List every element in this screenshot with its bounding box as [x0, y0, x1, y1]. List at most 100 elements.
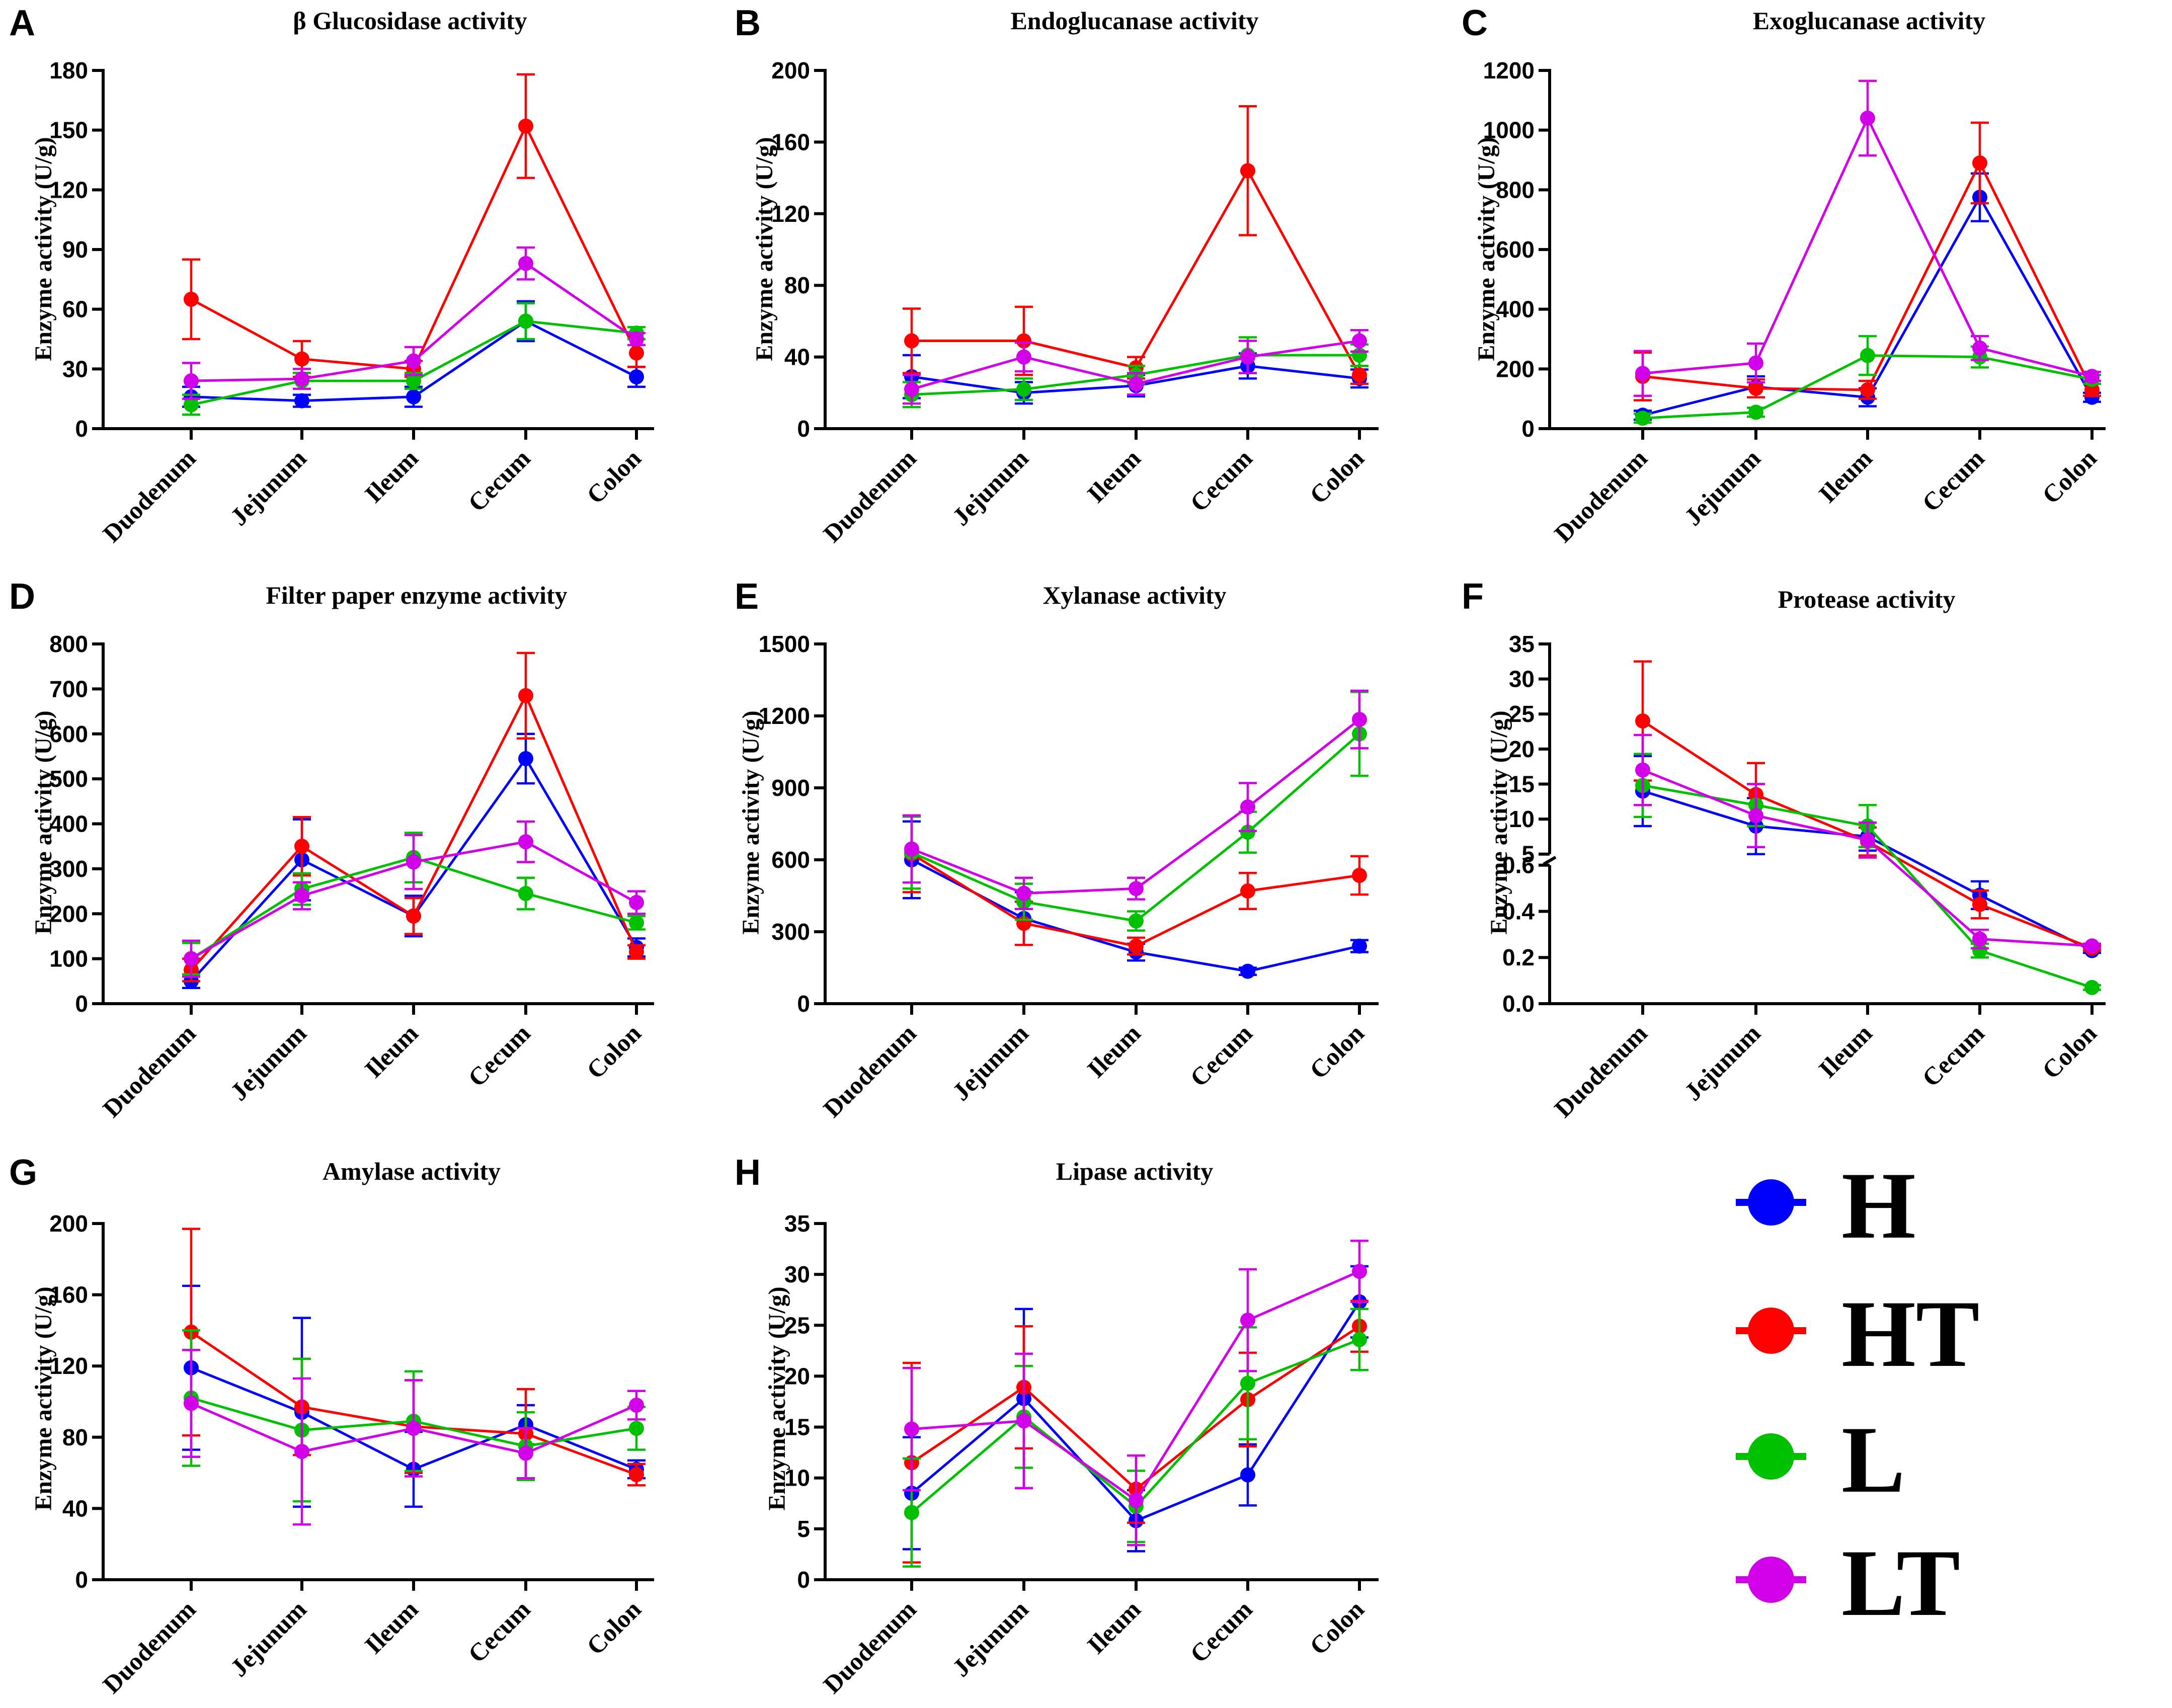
y-axis-label: Enzyme activity (U/g): [30, 710, 57, 934]
y-tick-label: 160: [49, 1282, 88, 1308]
panel-title: Endoglucanase activity: [1010, 7, 1258, 35]
panel-f-protease: F Protease activity Enzyme activity (U/g…: [1462, 577, 2106, 1123]
data-point: [1972, 340, 1987, 356]
panel-letter: B: [735, 3, 761, 43]
legend-marker: [1748, 1179, 1794, 1226]
y-tick-label: 200: [1496, 356, 1535, 382]
data-point: [1129, 881, 1144, 897]
y-tick-label: 120: [49, 1353, 88, 1379]
data-point: [629, 1467, 644, 1483]
series-l: [1634, 753, 2101, 995]
data-point: [629, 915, 644, 931]
panel-letter: D: [9, 577, 35, 617]
data-point: [406, 373, 421, 389]
panel-title: Amylase activity: [323, 1157, 501, 1185]
y-tick-label: 0.2: [1502, 944, 1535, 970]
data-point: [294, 371, 309, 387]
panel-c-exoglucanase: C Exoglucanase activity Enzyme activity …: [1462, 3, 2106, 548]
y-tick-label: 35: [1509, 631, 1535, 657]
data-point: [629, 1398, 644, 1413]
data-point: [1016, 885, 1031, 901]
panel-h-lipase: H Lipase activity Enzyme activity (U/g) …: [735, 1153, 1379, 1699]
y-tick-label: 200: [49, 901, 88, 927]
x-tick-label: Ileum: [1813, 1019, 1878, 1083]
y-tick-label: 5: [1521, 841, 1535, 867]
x-tick-label: Colon: [1304, 444, 1370, 509]
x-tick-label: Ileum: [359, 444, 424, 508]
x-tick-label: Ileum: [1082, 444, 1146, 508]
data-point: [1748, 404, 1763, 420]
y-tick-label: 900: [771, 775, 810, 801]
data-point: [1748, 808, 1763, 824]
data-point: [629, 944, 644, 960]
x-tick-label: Colon: [581, 1595, 647, 1660]
series-lt: [182, 246, 646, 400]
y-tick-label: 150: [49, 117, 88, 143]
y-tick-label: 0.0: [1502, 991, 1535, 1017]
series-lt: [1634, 79, 2101, 397]
legend-item-l: L: [1736, 1407, 1905, 1513]
y-axis-label: Enzyme activity (U/g): [751, 137, 778, 361]
y-tick-label: 10: [784, 1465, 810, 1491]
data-point: [406, 389, 421, 404]
panel-letter: C: [1462, 3, 1488, 43]
x-tick-label: Colon: [1304, 1019, 1370, 1084]
y-tick-label: 200: [49, 1210, 88, 1237]
series-lt: [903, 329, 1369, 405]
panel-letter: H: [735, 1153, 761, 1193]
data-point: [1352, 367, 1367, 383]
data-point: [1016, 349, 1031, 365]
x-tick-label: Duodenum: [1549, 1019, 1653, 1123]
y-tick-label: 600: [49, 721, 88, 747]
data-point: [1352, 1264, 1367, 1279]
data-point: [1129, 913, 1144, 929]
data-point: [629, 894, 644, 910]
x-tick-label: Jejunum: [1679, 1019, 1766, 1106]
legend-item-h: H: [1736, 1153, 1916, 1259]
series-lt: [182, 1349, 646, 1526]
data-point: [294, 888, 309, 904]
data-point: [1635, 411, 1650, 426]
y-tick-label: 30: [62, 356, 88, 382]
x-tick-label: Cecum: [1916, 444, 1990, 517]
series-lt: [182, 820, 646, 978]
x-tick-label: Duodenum: [818, 1019, 922, 1123]
panel-d-filter-paper: D Filter paper enzyme activity Enzyme ac…: [9, 577, 654, 1123]
y-tick-label: 25: [784, 1312, 810, 1338]
data-point: [1016, 381, 1031, 397]
panel-letter: E: [735, 577, 759, 617]
series-ht: [182, 73, 646, 378]
x-tick-label: Ileum: [1082, 1019, 1146, 1083]
y-tick-label: 160: [771, 129, 810, 155]
data-point: [904, 333, 919, 349]
data-point: [406, 908, 421, 924]
data-point: [1129, 376, 1144, 391]
panel-title: Xylanase activity: [1042, 581, 1226, 609]
y-axis-label: Enzyme activity (U/g): [1486, 710, 1512, 934]
panel-title: Filter paper enzyme activity: [266, 581, 567, 609]
y-tick-label: 40: [62, 1495, 88, 1521]
legend-item-lt: LT: [1736, 1530, 1960, 1636]
x-tick-label: Duodenum: [97, 1019, 201, 1123]
legend-label: L: [1841, 1407, 1905, 1513]
y-tick-label: 80: [784, 272, 810, 298]
data-point: [518, 313, 533, 329]
data-point: [629, 1421, 644, 1436]
y-tick-label: 0.4: [1502, 898, 1535, 924]
x-tick-label: Jejunum: [1679, 444, 1766, 531]
legend-label: H: [1841, 1153, 1916, 1259]
x-tick-label: Ileum: [359, 1019, 424, 1083]
data-point: [1635, 366, 1650, 381]
data-point: [904, 381, 919, 397]
data-point: [1129, 1493, 1144, 1508]
y-tick-label: 700: [49, 676, 88, 702]
data-point: [1860, 832, 1875, 848]
panel-title: Protease activity: [1778, 585, 1955, 613]
y-tick-label: 25: [1509, 701, 1535, 727]
x-tick-label: Duodenum: [1549, 444, 1653, 548]
y-tick-label: 0: [1521, 416, 1535, 442]
y-tick-label: 20: [1509, 736, 1535, 762]
x-tick-label: Jejunum: [225, 1595, 312, 1682]
panel-title: Exoglucanase activity: [1753, 7, 1985, 35]
y-tick-label: 40: [784, 344, 810, 370]
